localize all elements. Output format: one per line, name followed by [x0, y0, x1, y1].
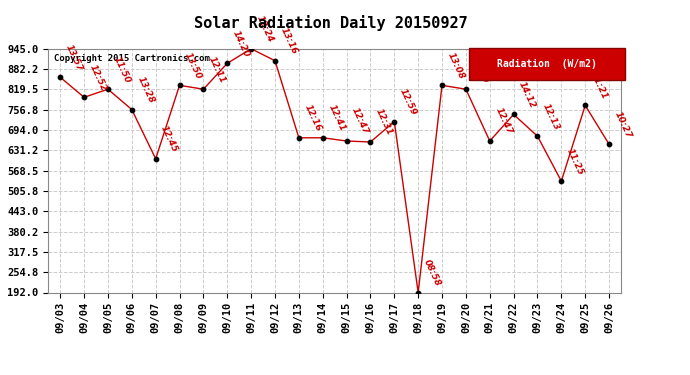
- Point: [508, 111, 519, 117]
- Text: 12:24: 12:24: [255, 14, 275, 44]
- Point: [341, 138, 352, 144]
- Point: [102, 86, 113, 92]
- Point: [174, 82, 185, 88]
- Text: 13:57: 13:57: [63, 43, 84, 72]
- Point: [246, 46, 257, 52]
- Point: [580, 102, 591, 108]
- Text: 12:47: 12:47: [493, 106, 513, 136]
- Text: 11:50: 11:50: [112, 55, 132, 84]
- Text: 12:47: 12:47: [350, 106, 371, 136]
- Point: [532, 133, 543, 139]
- Point: [221, 60, 233, 66]
- Text: 14:12: 14:12: [518, 80, 538, 110]
- Text: 12:13: 12:13: [541, 102, 561, 131]
- Point: [484, 138, 495, 144]
- Point: [604, 141, 615, 147]
- Text: 11:25: 11:25: [565, 147, 585, 176]
- Point: [388, 118, 400, 124]
- Text: 12:16: 12:16: [302, 103, 323, 133]
- Point: [413, 290, 424, 296]
- Text: 14:19: 14:19: [469, 55, 490, 84]
- Text: 12:31: 12:31: [374, 107, 394, 137]
- Point: [293, 135, 304, 141]
- FancyBboxPatch shape: [469, 48, 625, 81]
- Point: [55, 74, 66, 80]
- Text: 08:58: 08:58: [422, 258, 442, 288]
- Text: 12:52: 12:52: [88, 63, 108, 93]
- Point: [437, 82, 448, 88]
- Text: 13:50: 13:50: [183, 51, 204, 81]
- Text: 14:20: 14:20: [231, 29, 251, 58]
- Text: 12:41: 12:41: [326, 103, 346, 133]
- Text: 13:28: 13:28: [135, 75, 156, 105]
- Point: [365, 139, 376, 145]
- Text: Solar Radiation Daily 20150927: Solar Radiation Daily 20150927: [195, 15, 468, 31]
- Point: [126, 106, 137, 112]
- Point: [460, 86, 471, 92]
- Text: 13:16: 13:16: [279, 26, 299, 56]
- Text: Radiation  (W/m2): Radiation (W/m2): [497, 59, 597, 69]
- Text: 10:27: 10:27: [613, 110, 633, 140]
- Point: [198, 86, 209, 92]
- Point: [79, 94, 90, 100]
- Point: [150, 156, 161, 162]
- Text: 12:45: 12:45: [159, 124, 179, 154]
- Text: 11:21: 11:21: [589, 71, 609, 100]
- Point: [317, 135, 328, 141]
- Point: [556, 178, 567, 184]
- Text: 13:08: 13:08: [446, 51, 466, 81]
- Point: [270, 58, 281, 64]
- Text: 12:59: 12:59: [398, 87, 418, 117]
- Text: 12:11: 12:11: [207, 55, 227, 84]
- Text: Copyright 2015 Cartronics.com: Copyright 2015 Cartronics.com: [54, 54, 210, 63]
